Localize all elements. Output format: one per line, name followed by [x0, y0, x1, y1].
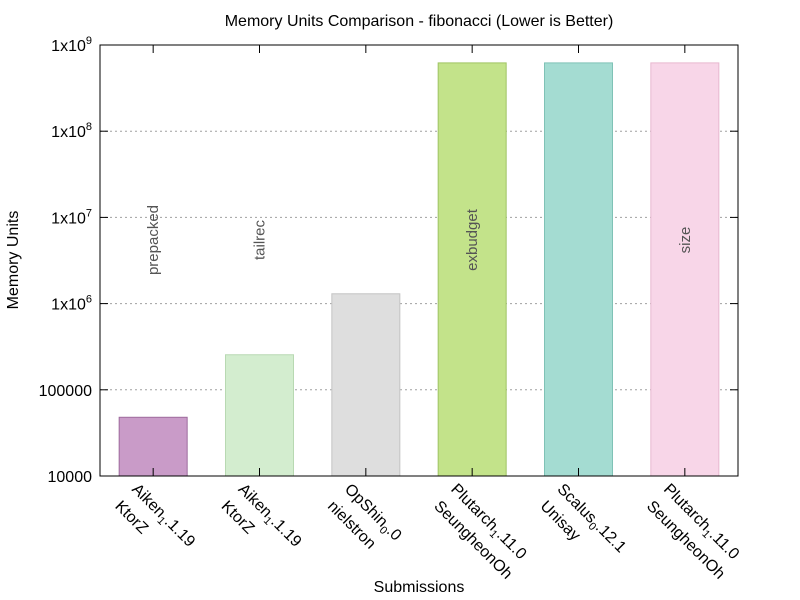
grid-lines: [100, 130, 738, 391]
y-tick-label: 1x108: [51, 121, 92, 141]
plot-frame: [99, 44, 739, 477]
y-tick-label: 1x107: [51, 207, 92, 227]
y-tick-label: 100000: [39, 383, 92, 400]
chart-title: Memory Units Comparison - fibonacci (Low…: [225, 13, 614, 30]
bar: [331, 293, 401, 477]
y-tick-label: 1x109: [51, 35, 92, 55]
y-tick-label: 10000: [48, 469, 93, 486]
bar-label: size: [677, 227, 694, 254]
bar: [544, 62, 613, 477]
bar-label: exbudget: [464, 208, 481, 271]
bar: [225, 354, 294, 477]
bar-label: prepacked: [145, 205, 162, 275]
y-axis-ticks: 10000 100000 1x106 1x107 1x108 1x109: [39, 35, 738, 486]
y-tick-label: 1x106: [51, 294, 92, 314]
bars: [118, 62, 720, 477]
x-axis-label: Submissions: [374, 579, 465, 596]
y-axis-label: Memory Units: [5, 211, 22, 310]
bar-labels: prepacked tailrec exbudget size: [145, 205, 694, 275]
bar: [118, 416, 188, 477]
bar-label: tailrec: [252, 219, 269, 260]
bar: [437, 62, 507, 477]
bar: [650, 62, 720, 477]
